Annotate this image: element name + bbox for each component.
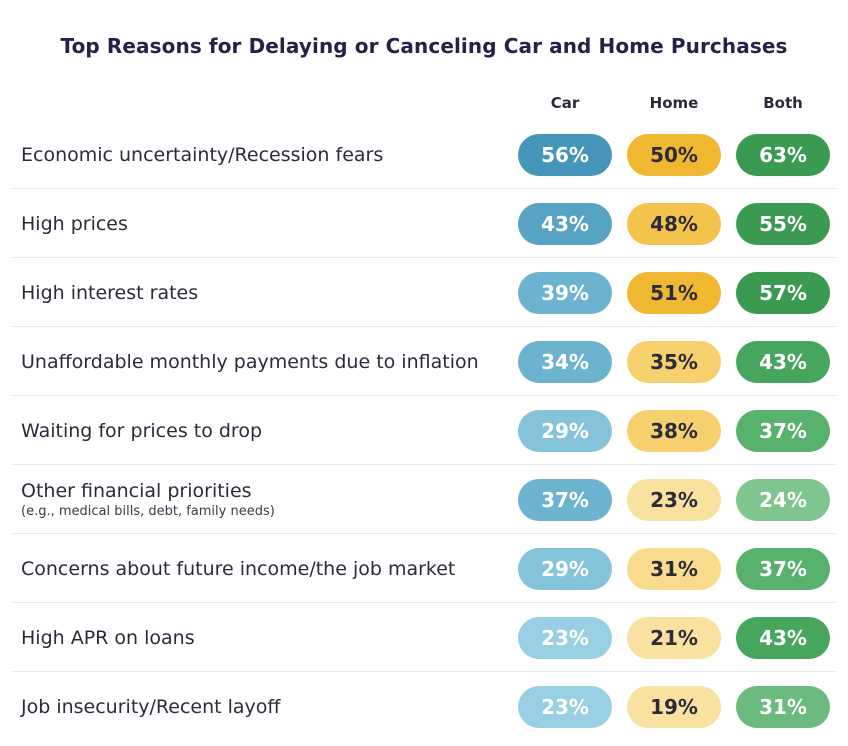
column-header-home: Home [649, 94, 699, 112]
row-divider [12, 533, 836, 534]
value-pill-home: 48% [627, 203, 721, 245]
table-row: High APR on loans 23% 21% 43% [12, 603, 836, 672]
table-row: High prices 43% 48% 55% [12, 189, 836, 258]
value-pill-home: 19% [627, 686, 721, 728]
value-pill-both: 37% [736, 410, 830, 452]
row-label: Unaffordable monthly payments due to inf… [21, 327, 516, 396]
row-label-text: Unaffordable monthly payments due to inf… [21, 350, 479, 373]
row-label-text: High interest rates [21, 281, 199, 304]
row-label: High prices [21, 189, 516, 258]
row-label-text: Other financial priorities [21, 480, 252, 502]
table-row: High interest rates 39% 51% 57% [12, 258, 836, 327]
value-pill-car: 43% [518, 203, 612, 245]
row-label: High APR on loans [21, 603, 516, 672]
row-label-text: Waiting for prices to drop [21, 419, 263, 442]
value-pill-car: 39% [518, 272, 612, 314]
row-label-text: Economic uncertainty/Recession fears [21, 143, 384, 166]
value-pill-car: 56% [518, 134, 612, 176]
value-pill-car: 23% [518, 686, 612, 728]
row-label: Waiting for prices to drop [21, 396, 516, 465]
value-pill-both: 24% [736, 479, 830, 521]
chart-title: Top Reasons for Delaying or Canceling Ca… [60, 34, 788, 58]
value-pill-both: 43% [736, 617, 830, 659]
row-divider [12, 326, 836, 327]
row-label: Economic uncertainty/Recession fears [21, 120, 516, 189]
row-divider [12, 257, 836, 258]
value-pill-home: 35% [627, 341, 721, 383]
row-label: Job insecurity/Recent layoff [21, 672, 516, 741]
row-label: Other financial priorities (e.g., medical… [21, 465, 516, 534]
value-pill-both: 55% [736, 203, 830, 245]
value-pill-home: 51% [627, 272, 721, 314]
row-divider [12, 602, 836, 603]
row-divider [12, 464, 836, 465]
value-pill-car: 29% [518, 548, 612, 590]
row-divider [12, 395, 836, 396]
value-pill-home: 21% [627, 617, 721, 659]
row-label-text: Job insecurity/Recent layoff [21, 695, 281, 718]
row-sublabel-text: (e.g., medical bills, debt, family needs… [21, 504, 275, 519]
value-pill-home: 31% [627, 548, 721, 590]
value-pill-both: 43% [736, 341, 830, 383]
value-pill-car: 23% [518, 617, 612, 659]
row-label: Concerns about future income/the job mar… [21, 534, 516, 603]
value-pill-both: 63% [736, 134, 830, 176]
value-pill-car: 37% [518, 479, 612, 521]
table-row: Economic uncertainty/Recession fears 56% 5… [12, 120, 836, 189]
value-pill-home: 50% [627, 134, 721, 176]
value-pill-home: 38% [627, 410, 721, 452]
column-header-car: Car [550, 94, 580, 112]
value-pill-home: 23% [627, 479, 721, 521]
value-pill-car: 29% [518, 410, 612, 452]
row-divider [12, 671, 836, 672]
row-label: High interest rates [21, 258, 516, 327]
table-row: Waiting for prices to drop 29% 38% 37% [12, 396, 836, 465]
value-pill-both: 31% [736, 686, 830, 728]
table-row: Unaffordable monthly payments due to inf… [12, 327, 836, 396]
table-row: Concerns about future income/the job mar… [12, 534, 836, 603]
table-row: Job insecurity/Recent layoff 23% 19% 31% [12, 672, 836, 741]
value-pill-car: 34% [518, 341, 612, 383]
row-label-text: High prices [21, 212, 128, 235]
value-pill-both: 57% [736, 272, 830, 314]
table-row: Other financial priorities (e.g., medical… [12, 465, 836, 534]
row-label-text: High APR on loans [21, 626, 195, 649]
column-header-both: Both [763, 94, 803, 112]
row-divider [12, 188, 836, 189]
value-pill-both: 37% [736, 548, 830, 590]
row-label-text: Concerns about future income/the job mar… [21, 557, 456, 580]
